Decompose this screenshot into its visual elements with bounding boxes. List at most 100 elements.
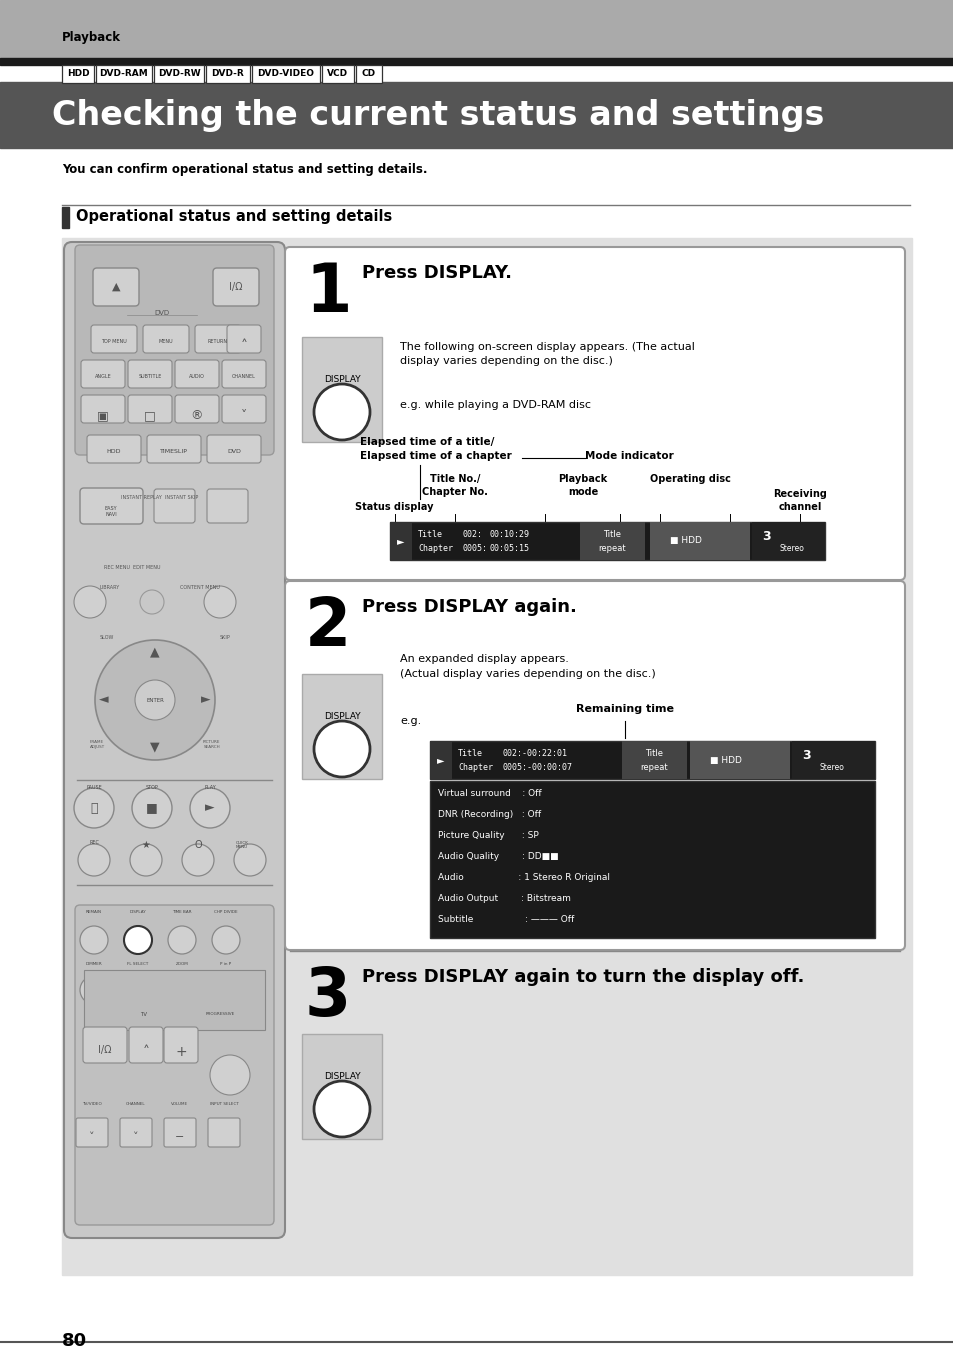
FancyBboxPatch shape <box>147 435 201 462</box>
FancyBboxPatch shape <box>213 268 258 306</box>
Text: VCD: VCD <box>327 70 348 78</box>
FancyBboxPatch shape <box>207 435 261 462</box>
Bar <box>62 239 911 1275</box>
Circle shape <box>130 844 162 876</box>
Text: You can confirm operational status and setting details.: You can confirm operational status and s… <box>62 163 427 177</box>
Text: Playback: Playback <box>62 31 121 44</box>
Bar <box>62 65 94 84</box>
Text: TOP MENU: TOP MENU <box>101 338 127 344</box>
Text: VOLUME: VOLUME <box>172 1103 189 1105</box>
Text: ■: ■ <box>146 802 157 814</box>
Text: REC MENU  EDIT MENU: REC MENU EDIT MENU <box>104 565 160 570</box>
FancyBboxPatch shape <box>222 395 266 423</box>
Text: ★: ★ <box>141 840 151 851</box>
Text: Checking the current status and settings: Checking the current status and settings <box>52 98 823 132</box>
Text: Chapter: Chapter <box>457 763 493 772</box>
Text: CHANNEL: CHANNEL <box>126 1103 146 1105</box>
Text: Title: Title <box>644 749 662 758</box>
Bar <box>302 1034 381 1139</box>
Text: DVD-R: DVD-R <box>212 70 244 78</box>
Text: ►: ► <box>205 802 214 814</box>
Circle shape <box>314 721 370 776</box>
Circle shape <box>212 976 240 1004</box>
Text: SKIP: SKIP <box>219 635 230 640</box>
Text: HDD: HDD <box>67 70 90 78</box>
Bar <box>153 65 204 84</box>
Text: DVD: DVD <box>154 310 170 315</box>
Text: Operational status and setting details: Operational status and setting details <box>76 209 392 225</box>
Text: Status display: Status display <box>355 501 433 512</box>
Circle shape <box>80 926 108 954</box>
Text: DNR (Recording)   : Off: DNR (Recording) : Off <box>437 810 540 820</box>
Text: 1: 1 <box>305 260 351 326</box>
Text: ZOOM: ZOOM <box>175 962 188 967</box>
Bar <box>791 741 874 779</box>
Circle shape <box>80 976 108 1004</box>
Text: FL SELECT: FL SELECT <box>127 962 149 967</box>
Bar <box>430 780 874 938</box>
FancyBboxPatch shape <box>207 489 248 523</box>
FancyBboxPatch shape <box>129 1027 163 1064</box>
FancyBboxPatch shape <box>92 268 139 306</box>
FancyBboxPatch shape <box>174 395 219 423</box>
Text: ANGLE: ANGLE <box>94 373 112 379</box>
Text: −: − <box>175 1132 185 1142</box>
Text: ˅: ˅ <box>240 408 247 422</box>
Circle shape <box>212 926 240 954</box>
Text: CONTENT MENU: CONTENT MENU <box>180 585 220 590</box>
Text: STOP: STOP <box>146 785 158 790</box>
Circle shape <box>124 926 152 954</box>
Text: Press DISPLAY again.: Press DISPLAY again. <box>361 599 577 616</box>
Text: 00:05:15: 00:05:15 <box>490 545 530 553</box>
Text: INSTANT REPLAY  INSTANT SKIP: INSTANT REPLAY INSTANT SKIP <box>121 495 198 500</box>
Text: e.g. while playing a DVD-RAM disc: e.g. while playing a DVD-RAM disc <box>399 400 590 410</box>
Text: DISPLAY: DISPLAY <box>323 375 360 384</box>
Text: LIBRARY: LIBRARY <box>100 585 120 590</box>
Text: ◄: ◄ <box>99 693 109 706</box>
FancyBboxPatch shape <box>227 325 261 353</box>
Text: Subtitle                  : ——— Off: Subtitle : ——— Off <box>437 915 574 923</box>
Text: Title No./
Chapter No.: Title No./ Chapter No. <box>421 474 487 497</box>
Bar <box>0 58 953 65</box>
Text: Stereo: Stereo <box>780 545 804 553</box>
Text: 80: 80 <box>62 1332 87 1348</box>
Bar <box>649 522 749 559</box>
FancyBboxPatch shape <box>128 395 172 423</box>
Text: CHP DIVIDE: CHP DIVIDE <box>214 910 237 914</box>
Text: TIME BAR: TIME BAR <box>172 910 192 914</box>
FancyBboxPatch shape <box>285 581 904 950</box>
Circle shape <box>124 926 152 954</box>
Bar <box>206 65 250 84</box>
Text: DVD: DVD <box>227 449 241 454</box>
Circle shape <box>95 640 214 760</box>
Text: REC: REC <box>89 840 99 845</box>
Text: PLAY: PLAY <box>204 785 215 790</box>
Bar <box>355 65 381 84</box>
Text: P in P: P in P <box>220 962 232 967</box>
Bar <box>302 674 381 779</box>
Bar <box>0 82 953 148</box>
Text: ►: ► <box>201 693 211 706</box>
Circle shape <box>124 976 152 1004</box>
Bar <box>390 522 412 559</box>
Bar <box>579 522 644 559</box>
Text: DISPLAY: DISPLAY <box>323 712 360 721</box>
Circle shape <box>314 1081 370 1136</box>
FancyBboxPatch shape <box>128 360 172 388</box>
Text: Elapsed time of a chapter: Elapsed time of a chapter <box>359 452 511 461</box>
Text: 3: 3 <box>801 749 810 762</box>
Text: SLOW: SLOW <box>100 635 114 640</box>
Bar <box>302 337 381 442</box>
Text: DIMMER: DIMMER <box>86 962 102 967</box>
FancyBboxPatch shape <box>143 325 189 353</box>
Text: ■ HDD: ■ HDD <box>669 537 701 546</box>
FancyBboxPatch shape <box>153 489 194 523</box>
Circle shape <box>168 926 195 954</box>
Text: Title: Title <box>417 530 442 539</box>
Bar <box>0 0 953 58</box>
Text: Title: Title <box>602 530 620 539</box>
Text: 3: 3 <box>305 964 351 1030</box>
Text: Chapter: Chapter <box>417 545 453 553</box>
Text: e.g.: e.g. <box>399 716 421 727</box>
Text: CHANNEL: CHANNEL <box>232 373 255 379</box>
